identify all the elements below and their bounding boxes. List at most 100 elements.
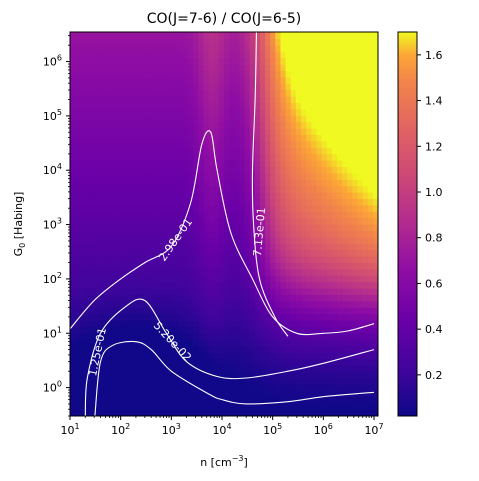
heatmap-cell [259,134,266,142]
heatmap-cell [224,172,230,180]
heatmap-cell [177,140,184,148]
heatmap-cell [290,121,297,129]
heatmap-cell [321,204,328,212]
heatmap-cell [331,326,338,334]
heatmap-cell [157,275,163,283]
heatmap-cell [270,243,276,251]
heatmap-cell [244,166,251,174]
heatmap-cell [372,211,378,219]
heatmap-cell [270,236,276,244]
heatmap-cell [162,76,169,84]
colorbar [397,31,418,417]
heatmap-cell [336,140,343,148]
heatmap-cell [203,364,210,372]
heatmap-cell [357,326,364,334]
heatmap-cell [229,358,235,366]
heatmap-cell [306,230,312,238]
heatmap-cell [336,230,343,238]
heatmap-cell [141,230,148,238]
heatmap-cell [182,262,189,270]
heatmap-cell [70,281,76,289]
heatmap-cell [95,83,102,91]
heatmap-cell [244,326,251,334]
heatmap-cell [162,70,169,78]
heatmap-cell [229,275,235,283]
heatmap-cell [301,70,307,78]
heatmap-cell [336,249,343,257]
heatmap-cell [239,230,246,238]
heatmap-cell [162,339,169,347]
heatmap-cell [347,332,353,340]
heatmap-cell [167,352,174,359]
heatmap-cell [301,332,307,340]
heatmap-cell [362,281,369,289]
heatmap-cell [367,102,374,110]
heatmap-cell [203,352,210,359]
heatmap-cell [362,275,369,283]
heatmap-cell [331,358,338,366]
heatmap-cell [306,326,312,334]
heatmap-cell [290,96,297,103]
heatmap-cell [285,217,292,225]
heatmap-cell [85,352,92,359]
heatmap-cell [80,32,86,39]
heatmap-cell [111,396,117,404]
heatmap-cell [229,166,235,174]
heatmap-cell [126,256,133,263]
heatmap-cell [218,300,225,308]
heatmap-cell [285,102,292,110]
heatmap-cell [275,281,282,289]
heatmap-cell [126,153,133,161]
heatmap-cell [177,281,184,289]
heatmap-cell [331,140,338,148]
heatmap-cell [362,185,369,193]
heatmap-cell [249,326,256,334]
heatmap-cell [116,224,122,231]
heatmap-cell [270,403,276,411]
heatmap-cell [105,140,112,148]
heatmap-cell [301,211,307,219]
heatmap-cell [111,352,117,359]
heatmap-cell [90,211,97,219]
heatmap-cell [306,268,312,276]
heatmap-cell [90,307,97,315]
heatmap-cell [80,243,86,251]
heatmap-cell [203,102,210,110]
heatmap-cell [75,32,81,39]
heatmap-cell [203,179,210,187]
heatmap-cell [290,236,297,244]
heatmap-cell [229,268,235,276]
heatmap-cell [357,211,364,219]
heatmap-cell [70,371,76,379]
heatmap-cell [85,249,92,257]
colorbar-tick-label: 0.6 [425,277,443,290]
heatmap-cell [367,38,374,46]
heatmap-cell [105,262,112,270]
heatmap-cell [270,185,276,193]
heatmap-cell [239,384,246,391]
heatmap-cell [347,377,353,385]
heatmap-cell [182,217,189,225]
heatmap-cell [116,384,122,391]
heatmap-cell [188,320,194,327]
heatmap-cell [116,262,122,270]
heatmap-cell [198,236,205,244]
heatmap-cell [336,70,343,78]
heatmap-cell [111,57,117,65]
heatmap-cell [295,76,302,84]
heatmap-cell [265,179,271,187]
heatmap-cell [85,204,92,212]
heatmap-cell [121,179,128,187]
heatmap-cell [116,211,122,219]
heatmap-cell [208,409,215,416]
heatmap-cell [105,294,112,302]
heatmap-cell [347,192,353,199]
heatmap-cell [249,121,256,129]
heatmap-cell [275,32,282,39]
heatmap-cell [75,160,81,167]
heatmap-cell [321,409,328,416]
heatmap-cell [75,147,81,155]
heatmap-cell [193,307,199,315]
heatmap-cell [259,89,266,97]
heatmap-cell [141,243,148,251]
